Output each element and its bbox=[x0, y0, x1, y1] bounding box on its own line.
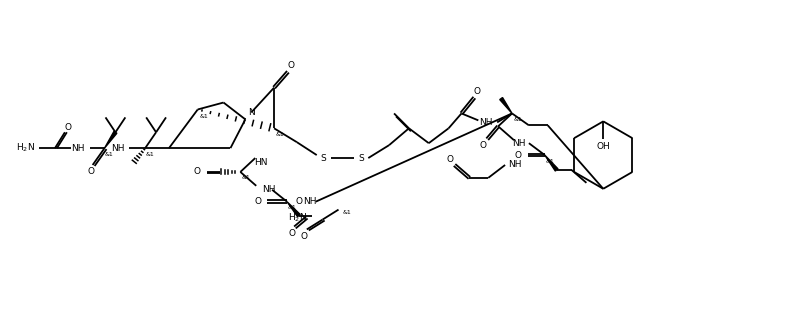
Polygon shape bbox=[500, 97, 512, 113]
Text: O: O bbox=[288, 61, 295, 70]
Text: O: O bbox=[254, 197, 261, 206]
Text: &1: &1 bbox=[146, 152, 155, 157]
Text: O: O bbox=[300, 232, 308, 241]
Text: &1: &1 bbox=[288, 205, 296, 210]
Text: &1: &1 bbox=[199, 114, 208, 119]
Text: &1: &1 bbox=[545, 159, 554, 164]
Text: NH: NH bbox=[509, 161, 521, 169]
Text: O: O bbox=[296, 197, 303, 206]
Text: &1: &1 bbox=[242, 175, 251, 181]
Text: &1: &1 bbox=[276, 132, 284, 137]
Text: NH: NH bbox=[480, 118, 493, 127]
Text: NH: NH bbox=[111, 144, 124, 153]
Text: NH: NH bbox=[262, 185, 276, 194]
Text: &1: &1 bbox=[105, 152, 114, 157]
Text: $\rm H_2N$: $\rm H_2N$ bbox=[16, 142, 35, 154]
Text: S: S bbox=[359, 154, 364, 163]
Text: NH: NH bbox=[512, 139, 525, 148]
Text: O: O bbox=[446, 155, 453, 164]
Text: $\rm H_2N$: $\rm H_2N$ bbox=[288, 211, 307, 224]
Text: S: S bbox=[320, 154, 327, 163]
Text: O: O bbox=[288, 229, 296, 238]
Text: O: O bbox=[474, 87, 481, 96]
Text: N: N bbox=[248, 108, 255, 117]
Polygon shape bbox=[545, 155, 558, 171]
Text: OH: OH bbox=[597, 142, 610, 151]
Text: HN: HN bbox=[255, 158, 268, 166]
Text: &1: &1 bbox=[343, 210, 352, 215]
Text: O: O bbox=[194, 167, 201, 177]
Text: O: O bbox=[64, 123, 71, 132]
Polygon shape bbox=[287, 202, 300, 217]
Text: O: O bbox=[515, 150, 522, 160]
Polygon shape bbox=[105, 131, 117, 148]
Text: &1: &1 bbox=[513, 117, 522, 122]
Text: NH: NH bbox=[303, 197, 316, 206]
Text: NH: NH bbox=[71, 144, 85, 153]
Text: O: O bbox=[87, 167, 95, 177]
Text: O: O bbox=[480, 141, 487, 150]
